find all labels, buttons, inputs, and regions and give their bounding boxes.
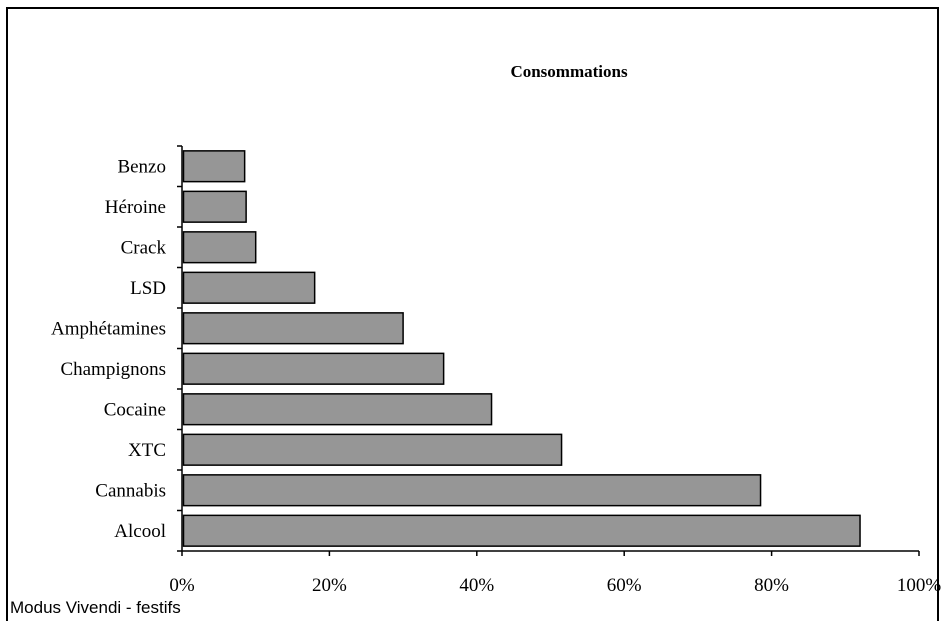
bar-group — [182, 150, 861, 547]
category-label: Cocaine — [104, 399, 166, 420]
x-tick-label: 80% — [754, 575, 789, 596]
bar-lsd — [182, 271, 316, 304]
category-label: Héroine — [105, 197, 166, 218]
bar-cocaine — [182, 393, 493, 426]
category-label: Benzo — [117, 156, 166, 177]
bar-heroine — [182, 190, 247, 223]
source-note: Modus Vivendi - festifs — [10, 598, 181, 617]
category-label: Champignons — [60, 359, 166, 380]
x-tick-label: 20% — [312, 575, 347, 596]
bar-alcool — [182, 514, 861, 547]
category-label: Crack — [121, 237, 167, 258]
chart-title: Consommations — [510, 62, 628, 81]
bar-crack — [182, 231, 257, 264]
x-tick-label: 100% — [897, 575, 942, 596]
bar-champignons — [182, 352, 445, 385]
x-tick-label: 60% — [607, 575, 642, 596]
x-tick-label: 0% — [169, 575, 195, 596]
bar-amphetamines — [182, 312, 404, 345]
category-label: XTC — [128, 440, 166, 461]
category-label: Cannabis — [95, 480, 166, 501]
category-label: LSD — [130, 278, 166, 299]
category-labels: Alcool Cannabis XTC Cocaine Champignons Amphé… — [51, 156, 167, 542]
axes — [177, 145, 920, 556]
category-label: Amphétamines — [51, 318, 166, 339]
bar-xtc — [182, 433, 563, 466]
x-tick-label: 40% — [459, 575, 494, 596]
category-label: Alcool — [114, 521, 166, 542]
bar-benzo — [182, 150, 246, 183]
x-tick-labels: 0% 20% 40% 60% 80% 100% — [169, 575, 941, 596]
bar-cannabis — [182, 474, 762, 507]
